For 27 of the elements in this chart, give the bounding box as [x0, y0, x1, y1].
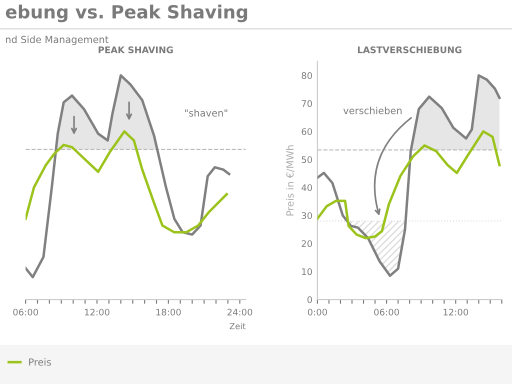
y-tick-label: 80	[302, 72, 312, 80]
y-tick-label: 70	[302, 100, 312, 108]
y-tick-label: 60	[302, 128, 312, 136]
annotation: "shaven"	[185, 109, 228, 117]
line-series	[317, 130, 501, 240]
x-tick-label: 24:00	[227, 308, 252, 316]
y-axis-title: Preis in €/MWh	[286, 145, 294, 216]
x-tick-label: 06:00	[13, 308, 38, 316]
y-tick-label: 30	[302, 212, 312, 220]
text: nd Side Management	[6, 36, 108, 46]
line-series	[317, 74, 501, 277]
y-tick-label: 10	[302, 268, 312, 276]
x-tick-label: 0:00	[308, 308, 327, 316]
x-tick-label: 12:00	[84, 308, 110, 316]
y-tick-label: 50	[302, 156, 312, 164]
annotation: verschieben	[343, 106, 402, 114]
chart-title: LASTVERSCHIEBUNG	[358, 46, 462, 54]
x-tick-label: 18:00	[156, 308, 181, 316]
x-tick-label: 06:00	[374, 308, 399, 316]
y-tick-label: 0	[307, 296, 312, 304]
text: ebung vs. Peak Shaving	[6, 4, 248, 22]
y-tick-label: 20	[302, 240, 312, 248]
x-axis-title: Zeit	[230, 322, 246, 330]
chart-title: PEAK SHAVING	[98, 46, 173, 54]
x-tick-label: 12:00	[444, 308, 468, 316]
legend-label: Preis	[29, 358, 51, 366]
y-tick-label: 40	[302, 184, 312, 192]
